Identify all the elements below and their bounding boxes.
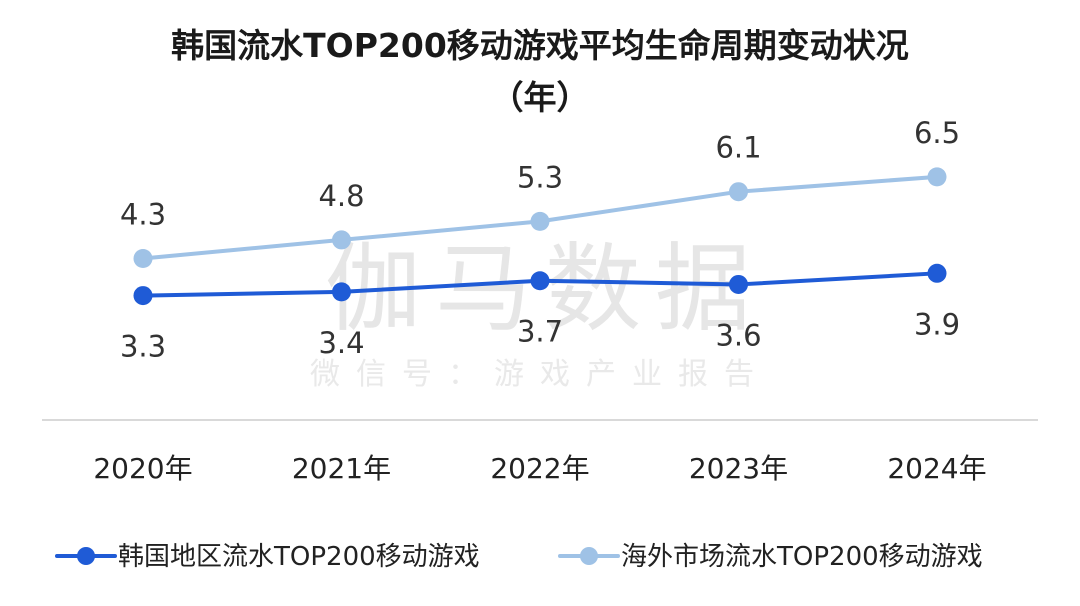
data-point-s1-0: [133, 248, 153, 268]
data-point-s1-3: [729, 182, 748, 202]
x-tick-label-3: 2023年: [689, 452, 788, 485]
legend-marker-0: [77, 547, 95, 565]
data-point-s0-0: [133, 286, 153, 306]
data-label-s0-3: 3.6: [715, 318, 761, 352]
data-labels: 3.3 3.4 3.7 3.6 3.9 4.3 4.8 5.3 6.1 6.5: [120, 116, 960, 364]
data-label-s1-3: 6.1: [715, 131, 761, 165]
data-label-s0-4: 3.9: [914, 307, 960, 341]
series-points: [133, 167, 947, 306]
data-point-s1-2: [530, 211, 550, 231]
chart-subtitle: （年）: [491, 78, 590, 117]
legend-marker-1: [580, 547, 598, 565]
data-label-s0-1: 3.4: [318, 326, 364, 360]
x-tick-label-4: 2024年: [887, 452, 986, 485]
data-label-s0-2: 3.7: [517, 315, 563, 349]
data-point-s0-1: [332, 282, 351, 302]
data-label-s1-2: 5.3: [517, 160, 563, 194]
watermark-sub: 微信号：游戏产业报告: [310, 357, 770, 392]
data-label-s1-1: 4.8: [318, 179, 364, 213]
x-tick-labels: 2020年 2021年 2022年 2023年 2024年: [93, 452, 986, 485]
data-point-s0-3: [729, 274, 748, 294]
x-tick-label-1: 2021年: [292, 452, 391, 485]
data-point-s1-4: [927, 167, 947, 187]
x-tick-label-0: 2020年: [93, 452, 192, 485]
data-point-s1-1: [332, 230, 351, 250]
legend-label-1: 海外市场流水TOP200移动游戏: [621, 542, 983, 572]
data-point-s0-2: [530, 271, 550, 291]
legend-label-0: 韩国地区流水TOP200移动游戏: [118, 542, 480, 572]
x-tick-label-2: 2022年: [490, 452, 589, 485]
legend: 韩国地区流水TOP200移动游戏 海外市场流水TOP200移动游戏: [55, 542, 983, 572]
data-point-s0-4: [927, 263, 947, 283]
data-label-s1-4: 6.5: [914, 116, 960, 150]
data-label-s1-0: 4.3: [120, 197, 166, 231]
data-label-s0-0: 3.3: [120, 330, 166, 364]
chart-title: 韩国流水TOP200移动游戏平均生命周期变动状况: [171, 26, 909, 65]
